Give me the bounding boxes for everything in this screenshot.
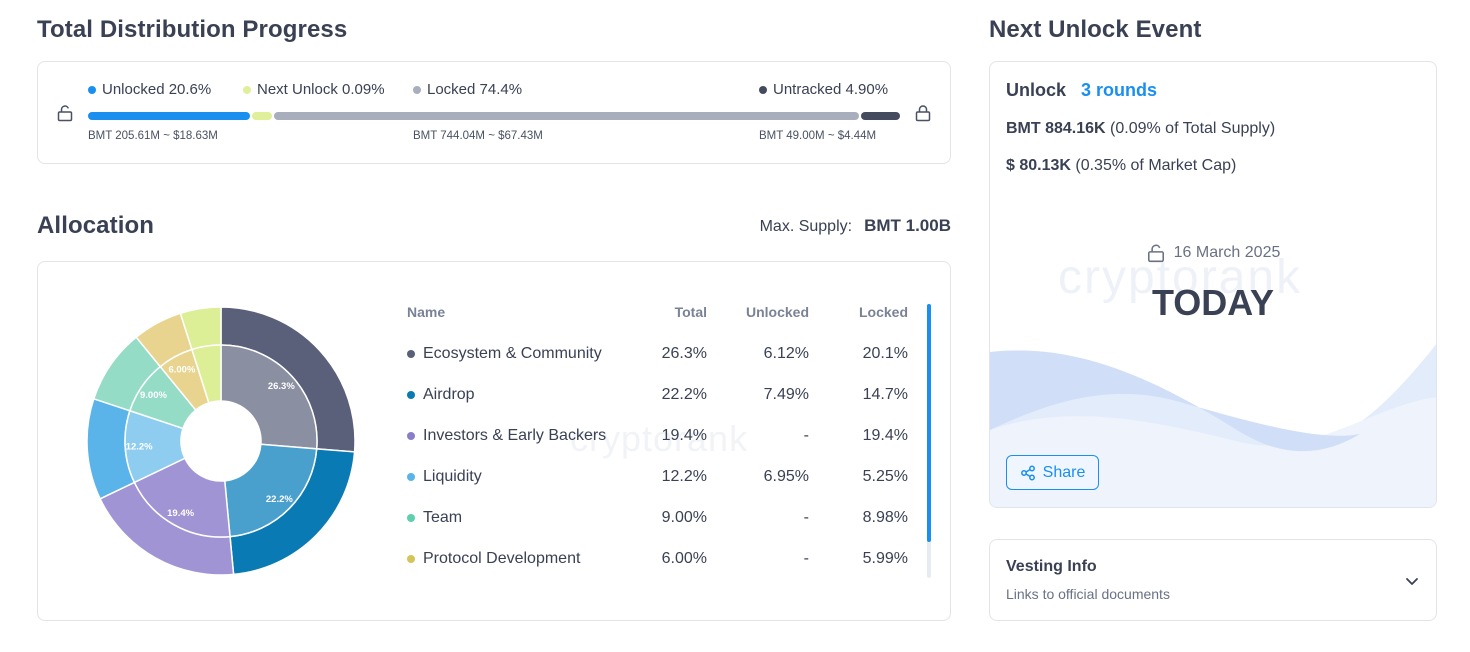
locked-amount: BMT 744.04M ~ $67.43M bbox=[413, 130, 543, 142]
next-unlock-dot-icon bbox=[243, 85, 251, 94]
column-name[interactable]: Name bbox=[407, 304, 446, 320]
unlock-watermark: cryptorank bbox=[1058, 251, 1303, 304]
allocation-locked-cell: 14.7% bbox=[862, 386, 908, 403]
allocation-unlocked-cell: - bbox=[803, 509, 809, 526]
legend-untracked: Untracked 4.90% bbox=[759, 81, 888, 98]
pie-data-label: 9.00% bbox=[140, 390, 167, 401]
next-unlock-title: Next Unlock Event bbox=[989, 16, 1202, 43]
pie-slice-inner[interactable] bbox=[223, 443, 318, 538]
unlock-icon bbox=[1147, 244, 1164, 263]
unlock-value: $ 80.13K (0.35% of Market Cap) bbox=[1006, 157, 1237, 174]
allocation-unlocked-cell: 7.49% bbox=[763, 386, 809, 403]
vesting-info-card[interactable]: Vesting Info Links to official documents bbox=[989, 539, 1437, 621]
row-color-dot-icon bbox=[407, 432, 415, 440]
legend-next-unlock: Next Unlock 0.09% bbox=[243, 81, 385, 98]
lock-icon bbox=[915, 105, 931, 122]
table-scrollbar-thumb[interactable] bbox=[927, 304, 931, 542]
allocation-pie-chart: 26.3% 22.2% 19.4% 12.2% 9.00% 6.00% bbox=[86, 306, 356, 576]
next-unlock-card: cryptorank Unlock 3 rounds BMT 884.16K (… bbox=[989, 61, 1437, 508]
locked-segment bbox=[274, 112, 860, 120]
allocation-row-name: Liquidity bbox=[407, 468, 482, 486]
allocation-total-cell: 9.00% bbox=[661, 509, 707, 526]
allocation-total-cell: 26.3% bbox=[661, 345, 707, 362]
untracked-segment bbox=[861, 112, 900, 120]
legend-unlocked: Unlocked 20.6% bbox=[88, 81, 211, 98]
untracked-amount: BMT 49.00M ~ $4.44M bbox=[759, 130, 877, 142]
allocation-title: Allocation bbox=[37, 212, 155, 239]
allocation-total-cell: 19.4% bbox=[661, 427, 707, 444]
allocation-row-name: Airdrop bbox=[407, 386, 475, 404]
vesting-title: Vesting Info bbox=[1006, 558, 1097, 575]
allocation-locked-cell: 19.4% bbox=[862, 427, 908, 444]
share-icon bbox=[1020, 465, 1035, 480]
allocation-locked-cell: 5.25% bbox=[862, 468, 908, 485]
allocation-locked-cell: 8.98% bbox=[862, 509, 908, 526]
pie-slice-inner[interactable] bbox=[220, 344, 318, 450]
row-color-dot-icon bbox=[407, 350, 415, 358]
pie-slice-inner[interactable] bbox=[133, 457, 231, 538]
unlocked-segment bbox=[88, 112, 251, 120]
allocation-locked-cell: 5.99% bbox=[862, 550, 908, 567]
row-color-dot-icon bbox=[407, 555, 415, 563]
pie-data-label: 6.00% bbox=[168, 364, 195, 375]
allocation-locked-cell: 20.1% bbox=[862, 345, 908, 362]
pie-data-label: 19.4% bbox=[167, 508, 194, 519]
allocation-row-name: Investors & Early Backers bbox=[407, 427, 606, 445]
column-locked[interactable]: Locked bbox=[858, 304, 908, 320]
allocation-row-name: Protocol Development bbox=[407, 550, 580, 568]
chevron-down-icon[interactable] bbox=[1404, 573, 1420, 589]
unlock-amount: BMT 884.16K (0.09% of Total Supply) bbox=[1006, 120, 1276, 137]
max-supply-value: BMT 1.00B bbox=[864, 216, 951, 235]
allocation-row-name: Team bbox=[407, 509, 462, 527]
row-color-dot-icon bbox=[407, 391, 415, 399]
allocation-unlocked-cell: 6.12% bbox=[763, 345, 809, 362]
allocation-unlocked-cell: - bbox=[803, 550, 809, 567]
pie-slice-inner[interactable] bbox=[190, 344, 222, 404]
legend-locked: Locked 74.4% bbox=[413, 81, 522, 98]
locked-dot-icon bbox=[413, 85, 421, 94]
allocation-total-cell: 12.2% bbox=[661, 468, 707, 485]
allocation-total-cell: 6.00% bbox=[661, 550, 707, 567]
max-supply-label: Max. Supply: bbox=[759, 218, 853, 235]
pie-data-label: 26.3% bbox=[268, 381, 295, 392]
wave-background bbox=[990, 344, 1436, 507]
column-unlocked[interactable]: Unlocked bbox=[745, 304, 809, 320]
today-label: TODAY bbox=[1151, 282, 1275, 323]
row-color-dot-icon bbox=[407, 514, 415, 522]
distribution-progress-card: Unlocked 20.6% Next Unlock 0.09% Locked … bbox=[37, 61, 951, 164]
share-button[interactable]: Share bbox=[1006, 455, 1099, 490]
vesting-subtitle: Links to official documents bbox=[1006, 586, 1170, 602]
row-color-dot-icon bbox=[407, 473, 415, 481]
unlocked-amount: BMT 205.61M ~ $18.63M bbox=[88, 130, 218, 142]
allocation-watermark: cryptorank bbox=[570, 418, 749, 459]
allocation-total-cell: 22.2% bbox=[661, 386, 707, 403]
max-supply: Max. Supply: BMT 1.00B bbox=[760, 216, 951, 236]
distribution-progress-title: Total Distribution Progress bbox=[37, 16, 348, 43]
unlock-label: Unlock bbox=[1006, 80, 1067, 100]
next-unlock-segment bbox=[252, 112, 273, 120]
allocation-unlocked-cell: - bbox=[803, 427, 809, 444]
unlock-icon bbox=[57, 105, 73, 122]
pie-data-label: 12.2% bbox=[126, 442, 153, 453]
allocation-row-name: Ecosystem & Community bbox=[407, 345, 602, 363]
untracked-dot-icon bbox=[759, 85, 767, 94]
distribution-progress-bar bbox=[88, 112, 900, 120]
unlock-date: 16 March 2025 bbox=[990, 243, 1436, 263]
allocation-unlocked-cell: 6.95% bbox=[763, 468, 809, 485]
pie-data-label: 22.2% bbox=[266, 494, 293, 505]
unlocked-dot-icon bbox=[88, 85, 96, 94]
column-total[interactable]: Total bbox=[674, 304, 707, 320]
rounds-link[interactable]: 3 rounds bbox=[1081, 80, 1158, 100]
